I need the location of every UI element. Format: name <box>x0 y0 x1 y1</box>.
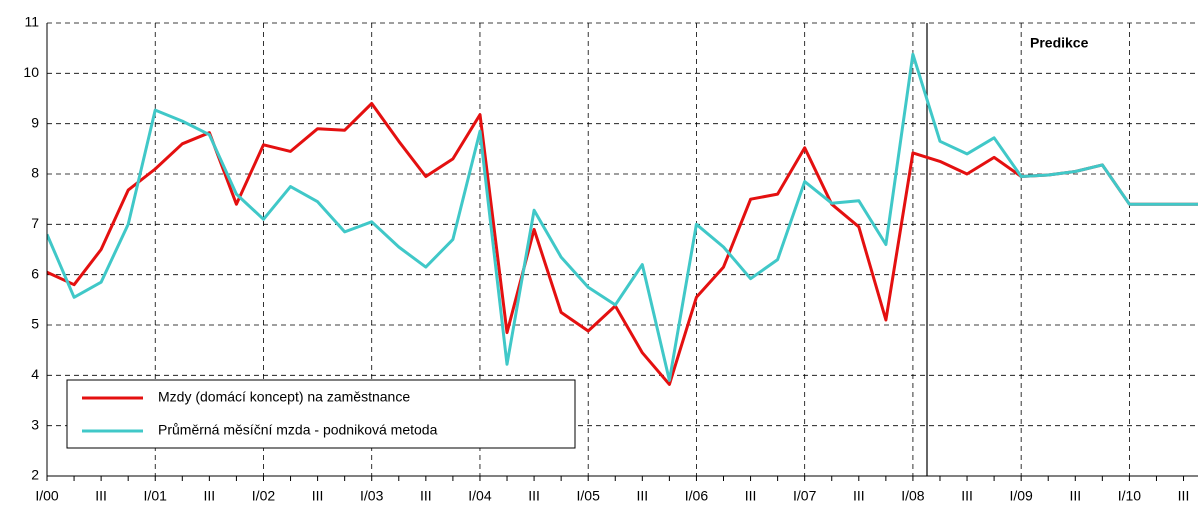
x-tick-label: III <box>528 488 540 504</box>
x-tick-label: I/07 <box>793 488 817 504</box>
x-tick-label: I/06 <box>685 488 709 504</box>
grid <box>47 22 1198 477</box>
x-tick-label: III <box>1069 488 1081 504</box>
y-tick-label: 11 <box>24 14 39 30</box>
x-tick-label: I/03 <box>360 488 384 504</box>
legend-box <box>66 379 576 449</box>
x-tick-label: I/00 <box>35 488 59 504</box>
legend: Mzdy (domácí koncept) na zaměstnance Prům… <box>66 379 576 449</box>
x-tick-label: III <box>745 488 757 504</box>
x-tick-label: III <box>1178 488 1190 504</box>
x-tick-label: III <box>95 488 107 504</box>
series-line <box>47 52 1198 382</box>
x-tick-label: III <box>636 488 648 504</box>
x-tick-label: I/02 <box>252 488 276 504</box>
x-tick-label: III <box>853 488 865 504</box>
x-tick-label: III <box>312 488 324 504</box>
y-tick-label: 5 <box>31 316 39 332</box>
x-tick-label: III <box>204 488 216 504</box>
lines <box>47 52 1198 386</box>
annotation: Predikce <box>1030 35 1089 51</box>
y-tick-label: 4 <box>31 366 39 382</box>
x-tick-label: I/10 <box>1118 488 1142 504</box>
x-tick-label: I/04 <box>468 488 492 504</box>
legend-label: Průměrná měsíční mzda - podniková metoda <box>158 422 438 438</box>
y-tick-label: 2 <box>31 467 39 483</box>
y-tick-label: 3 <box>31 416 39 432</box>
x-tick-label: I/09 <box>1009 488 1033 504</box>
x-tick-label: III <box>961 488 973 504</box>
y-tick-label: 6 <box>31 265 39 281</box>
y-tick-label: 9 <box>31 114 39 130</box>
legend-label: Mzdy (domácí koncept) na zaměstnance <box>158 389 410 405</box>
y-tick-label: 10 <box>23 64 39 80</box>
y-tick-label: 8 <box>31 165 39 181</box>
x-tick-label: I/05 <box>577 488 601 504</box>
x-tick-label: I/01 <box>144 488 168 504</box>
series-line <box>47 102 1198 386</box>
x-tick-label: III <box>420 488 432 504</box>
y-tick-label: 7 <box>31 215 39 231</box>
x-tick-label: I/08 <box>901 488 925 504</box>
